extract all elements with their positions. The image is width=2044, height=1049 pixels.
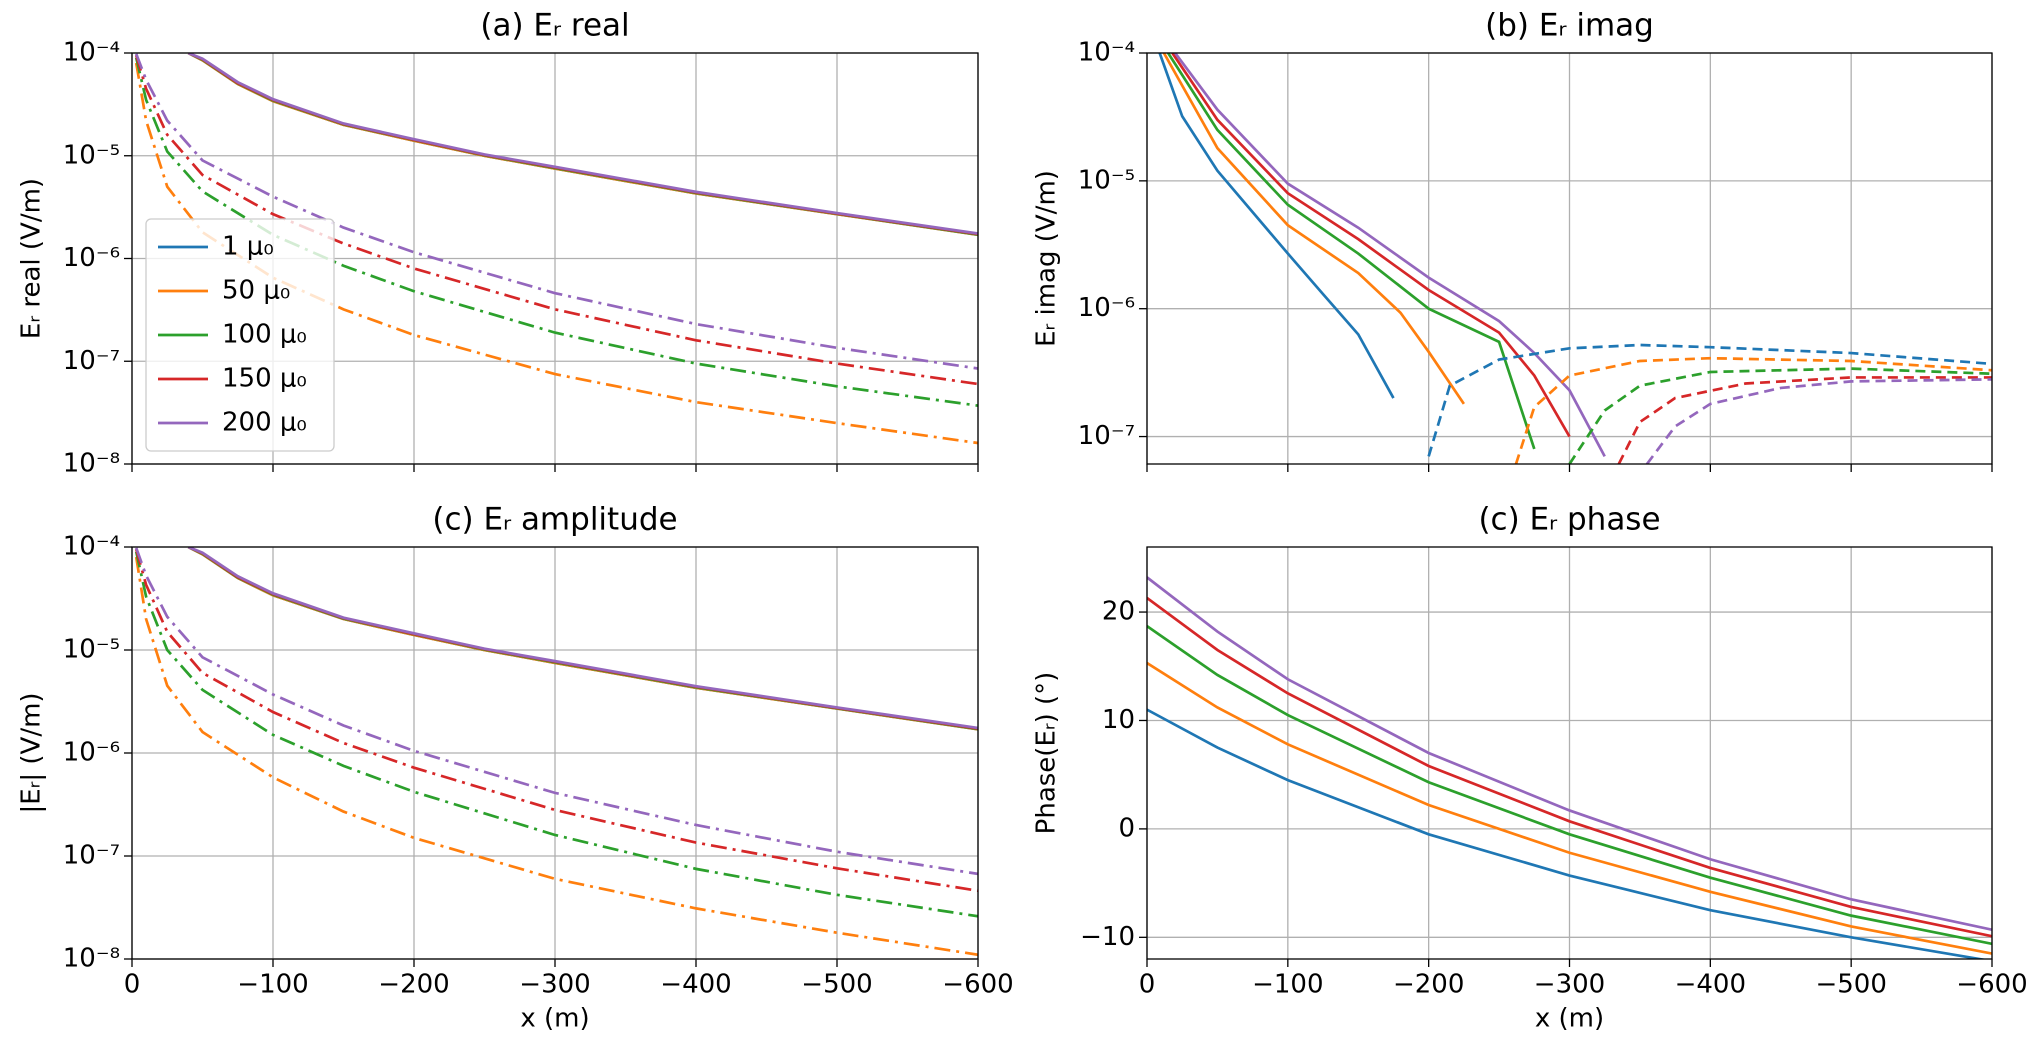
x-tick-label: −400 — [660, 970, 731, 1000]
data-line — [187, 53, 978, 237]
x-tick-label: −500 — [1815, 970, 1886, 1000]
data-line — [187, 547, 978, 730]
y-tick-label: 10⁻⁷ — [1078, 421, 1135, 451]
plot-area — [134, 53, 978, 445]
data-line — [134, 547, 978, 876]
x-tick-label: −300 — [519, 970, 590, 1000]
axes-frame — [1146, 546, 1993, 960]
y-tick-label: 10⁻⁸ — [63, 449, 120, 479]
y-tick-label: 10⁻⁷ — [63, 841, 120, 871]
x-axis-label: x (m) — [1535, 1004, 1604, 1034]
data-line — [134, 53, 978, 370]
y-tick-label: 10⁻⁴ — [63, 38, 120, 68]
plot-area — [1158, 53, 1992, 464]
y-tick-label: 10⁻⁵ — [63, 140, 120, 170]
plot-area — [1147, 576, 1992, 959]
panel: 10⁻⁷ 10⁻⁶ 10⁻⁵ 10⁻⁴ (b) Eᵣ imag Eᵣ imag (V/m) — [1032, 8, 1993, 472]
y-axis-label: |Eᵣ| (V/m) — [17, 692, 47, 813]
y-axis-label: Phase(Eᵣ) (°) — [1032, 672, 1062, 835]
x-axis-label: x (m) — [520, 1004, 589, 1034]
y-tick-label: 10⁻⁸ — [63, 944, 120, 974]
legend-label: 200 μ₀ — [222, 408, 307, 438]
x-tick-label: 0 — [124, 970, 141, 1000]
data-line — [134, 62, 978, 445]
x-tick-label: 0 — [1139, 970, 1156, 1000]
data-line — [1645, 378, 1992, 464]
legend-label: 50 μ₀ — [222, 276, 290, 306]
data-line — [1147, 661, 1992, 955]
axes-frame — [131, 52, 979, 465]
y-tick-label: 10⁻⁶ — [1078, 293, 1135, 323]
axes-frame — [131, 546, 979, 960]
x-tick-label: −200 — [378, 970, 449, 1000]
data-line — [187, 547, 978, 731]
y-tick-label: 10 — [1102, 705, 1135, 735]
data-line — [134, 54, 978, 386]
chart-title: (b) Eᵣ imag — [1485, 8, 1654, 44]
data-line — [187, 547, 978, 731]
data-line — [1147, 596, 1992, 938]
legend-label: 150 μ₀ — [222, 364, 307, 394]
chart-title: (c) Eᵣ amplitude — [432, 502, 677, 538]
x-tick-label: −100 — [237, 970, 308, 1000]
legend: 1 μ₀ 50 μ₀ 100 μ₀ 150 μ₀ 200 μ₀ — [145, 218, 335, 452]
y-axis-label: Eᵣ real (V/m) — [17, 178, 47, 339]
y-tick-label: 10⁻⁷ — [63, 346, 120, 376]
data-line — [134, 548, 978, 893]
data-line — [1147, 625, 1992, 946]
data-line — [1174, 53, 1606, 457]
data-line — [1171, 53, 1571, 438]
chart-title: (c) Eᵣ phase — [1478, 502, 1660, 538]
y-tick-label: 10⁻⁶ — [63, 243, 120, 273]
data-line — [134, 551, 978, 918]
y-tick-label: 10⁻⁴ — [63, 532, 120, 562]
data-line — [1427, 343, 1992, 457]
data-line — [1162, 53, 1465, 405]
legend-label: 100 μ₀ — [222, 320, 307, 350]
y-tick-label: −10 — [1080, 922, 1135, 952]
data-line — [187, 53, 978, 236]
axes-frame — [1146, 52, 1993, 465]
data-line — [1147, 576, 1992, 932]
legend-box — [145, 218, 335, 452]
y-tick-label: 10⁻⁵ — [1078, 165, 1135, 195]
data-line — [187, 53, 978, 237]
y-tick-label: 0 — [1118, 813, 1135, 843]
data-line — [1147, 708, 1988, 959]
data-line — [134, 57, 978, 407]
x-tick-label: −500 — [801, 970, 872, 1000]
data-line — [1514, 356, 1992, 464]
x-tick-label: −300 — [1534, 970, 1605, 1000]
y-tick-label: 20 — [1102, 597, 1135, 627]
data-line — [1568, 367, 1992, 464]
y-axis-label: Eᵣ imag (V/m) — [1032, 170, 1062, 347]
y-tick-label: 10⁻⁶ — [63, 738, 120, 768]
panel: 10⁻⁸ 10⁻⁷ 10⁻⁶ 10⁻⁵ 10⁻⁴ (a) Eᵣ real Eᵣ real (… — [17, 8, 979, 479]
x-tick-label: −400 — [1675, 970, 1746, 1000]
x-tick-label: −200 — [1393, 970, 1464, 1000]
data-line — [187, 53, 978, 235]
data-line — [134, 556, 978, 957]
data-line — [1166, 53, 1536, 450]
data-line — [187, 547, 978, 730]
legend-label: 1 μ₀ — [222, 232, 274, 262]
x-tick-label: −600 — [1956, 970, 2027, 1000]
data-line — [187, 53, 978, 236]
plot-area — [134, 547, 978, 957]
data-line — [187, 547, 978, 731]
x-tick-label: −600 — [942, 970, 1013, 1000]
panel: 0 −100 −200 −300 −400 −500 −600 10⁻⁸ 10⁻⁷ 10⁻⁶ 10⁻… — [17, 502, 1014, 1034]
data-line — [1158, 53, 1395, 399]
data-line — [1617, 376, 1992, 464]
x-tick-label: −100 — [1252, 970, 1323, 1000]
y-tick-label: 10⁻⁴ — [1078, 38, 1135, 68]
y-tick-label: 10⁻⁵ — [63, 635, 120, 665]
chart-title: (a) Eᵣ real — [480, 8, 629, 44]
